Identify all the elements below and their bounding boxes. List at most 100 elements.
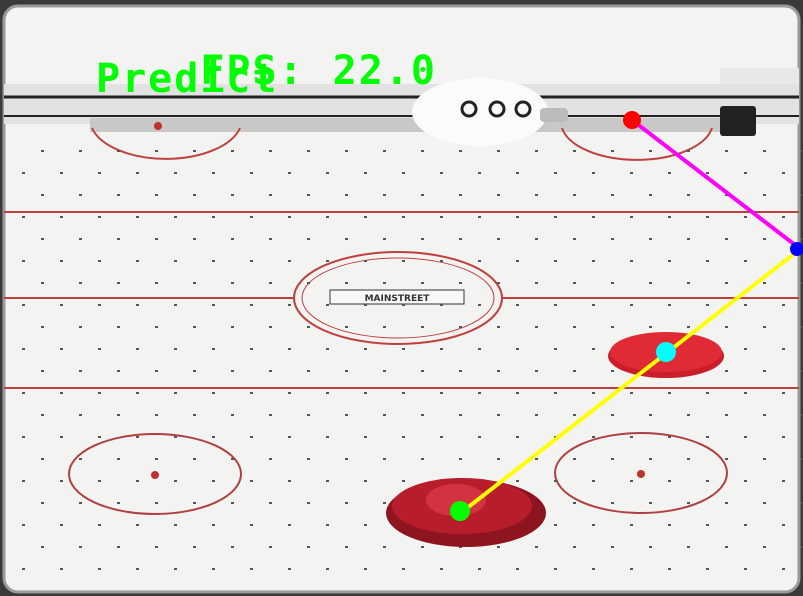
air-hole [763, 502, 766, 504]
air-hole [383, 194, 386, 196]
air-hole [744, 392, 747, 394]
air-hole [763, 282, 766, 284]
air-hole [22, 392, 25, 394]
air-hole [383, 326, 386, 328]
air-hole [288, 260, 291, 262]
air-hole [364, 568, 367, 570]
air-hole [326, 436, 329, 438]
air-hole [41, 546, 44, 548]
air-hole [782, 216, 785, 218]
air-hole [98, 348, 101, 350]
air-hole [79, 194, 82, 196]
air-hole [497, 282, 500, 284]
air-hole [326, 480, 329, 482]
center-circle-inner [301, 257, 495, 339]
air-hole [725, 282, 728, 284]
air-hole [421, 326, 424, 328]
air-hole [421, 370, 424, 372]
air-hole [668, 216, 671, 218]
air-hole [136, 436, 139, 438]
air-hole [687, 238, 690, 240]
air-hole [402, 304, 405, 306]
air-hole [41, 414, 44, 416]
bounce-trajectory-line [460, 248, 801, 514]
air-hole [288, 524, 291, 526]
air-hole [383, 546, 386, 548]
air-hole [155, 194, 158, 196]
air-hole [307, 150, 310, 152]
air-hole [345, 546, 348, 548]
air-hole [60, 348, 63, 350]
air-hole [364, 392, 367, 394]
air-hole [611, 238, 614, 240]
air-hole [402, 260, 405, 262]
air-hole [383, 458, 386, 460]
air-hole [801, 282, 803, 284]
air-hole [421, 282, 424, 284]
air-hole [782, 436, 785, 438]
air-hole [193, 326, 196, 328]
air-hole [592, 436, 595, 438]
air-hole [231, 238, 234, 240]
air-hole [573, 238, 576, 240]
air-hole [136, 348, 139, 350]
mallet-handle [426, 484, 486, 516]
air-hole [60, 392, 63, 394]
air-hole [801, 458, 803, 460]
air-hole [193, 370, 196, 372]
air-hole [516, 392, 519, 394]
air-hole [668, 568, 671, 570]
air-hole [497, 370, 500, 372]
rail-hole [488, 100, 506, 118]
air-hole [364, 348, 367, 350]
air-hole [459, 326, 462, 328]
air-hole [440, 216, 443, 218]
air-hole [687, 458, 690, 460]
air-hole [668, 304, 671, 306]
air-hole [440, 260, 443, 262]
air-hole [459, 238, 462, 240]
air-hole [231, 282, 234, 284]
air-hole [231, 326, 234, 328]
air-hole [630, 436, 633, 438]
air-hole [801, 414, 803, 416]
air-hole [459, 194, 462, 196]
air-hole [307, 282, 310, 284]
air-hole [250, 568, 253, 570]
air-hole [801, 370, 803, 372]
air-hole [801, 238, 803, 240]
air-hole [573, 414, 576, 416]
air-hole [326, 304, 329, 306]
air-hole [250, 348, 253, 350]
air-hole [79, 238, 82, 240]
air-hole [136, 568, 139, 570]
air-hole [687, 194, 690, 196]
air-hole [630, 216, 633, 218]
air-hole [383, 414, 386, 416]
air-hole [155, 150, 158, 152]
air-hole [687, 502, 690, 504]
air-hole [554, 348, 557, 350]
air-hole [744, 260, 747, 262]
air-hole [592, 216, 595, 218]
air-hole [402, 172, 405, 174]
air-hole [117, 238, 120, 240]
air-hole [725, 458, 728, 460]
air-hole [668, 524, 671, 526]
top-left-circle [91, 127, 241, 160]
air-hole [174, 348, 177, 350]
air-hole [326, 524, 329, 526]
air-hole [326, 348, 329, 350]
air-hole [22, 260, 25, 262]
air-hole [250, 172, 253, 174]
air-hole [744, 568, 747, 570]
air-hole [535, 458, 538, 460]
air-hole [155, 238, 158, 240]
air-hole [231, 370, 234, 372]
air-hole [174, 392, 177, 394]
air-hole [155, 370, 158, 372]
air-hole [41, 238, 44, 240]
air-hole [554, 172, 557, 174]
air-hole [649, 414, 652, 416]
